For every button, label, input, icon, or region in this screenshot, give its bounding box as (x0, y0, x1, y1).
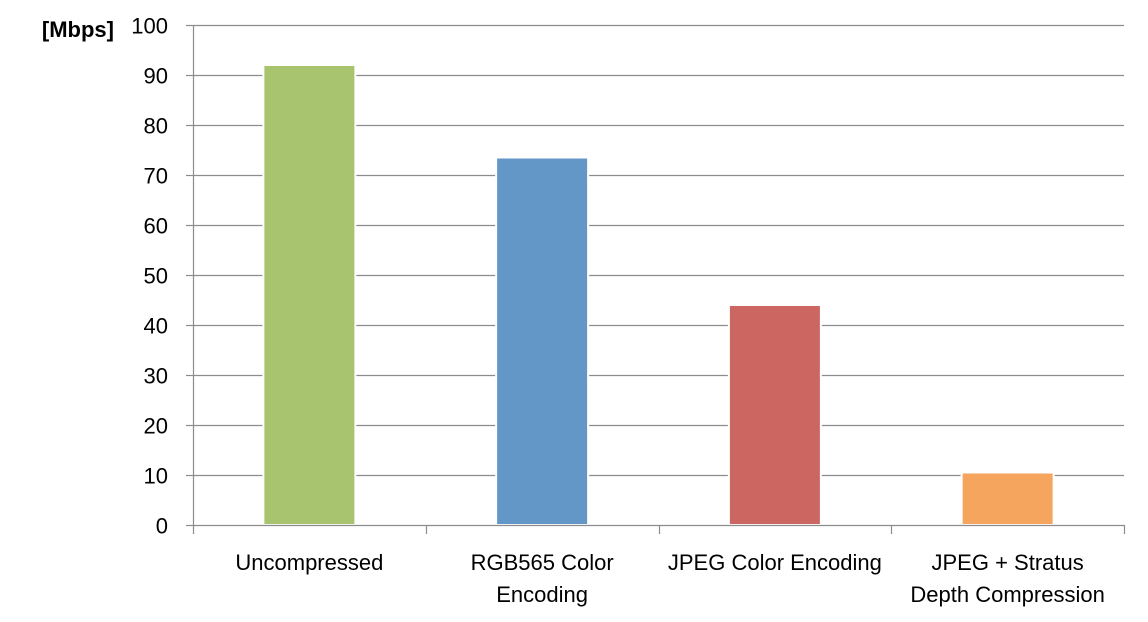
y-tick-label: 90 (144, 64, 168, 89)
x-tick-label-3: JPEG + Stratus Depth Compression (910, 550, 1104, 607)
y-tick-label: 50 (144, 264, 168, 289)
x-tick-label-0: Uncompressed (235, 550, 383, 575)
bar-0 (262, 64, 357, 526)
y-tick-label: 80 (144, 114, 168, 139)
y-tick-label: 0 (156, 514, 168, 539)
y-tick-label: 20 (144, 414, 168, 439)
bar-1 (495, 156, 590, 526)
y-tick-label: 10 (144, 464, 168, 489)
x-tick-label-1: RGB565 Color Encoding (471, 550, 614, 607)
bar-2 (727, 304, 822, 526)
y-tick-label: 60 (144, 214, 168, 239)
y-tick-label: 40 (144, 314, 168, 339)
y-tick-labels: 0 10 20 30 40 50 60 70 80 90 100 (131, 14, 168, 539)
x-tick-labels: Uncompressed RGB565 Color Encoding JPEG Col… (235, 550, 1104, 607)
x-tick-label-2: JPEG Color Encoding (668, 550, 882, 575)
y-tick-label: 100 (131, 14, 168, 39)
y-axis-unit-label: [Mbps] (42, 17, 114, 42)
y-tick-label: 70 (144, 164, 168, 189)
bar-3 (960, 471, 1055, 526)
bars (262, 64, 1055, 526)
axes (186, 24, 1126, 534)
y-tick-label: 30 (144, 364, 168, 389)
